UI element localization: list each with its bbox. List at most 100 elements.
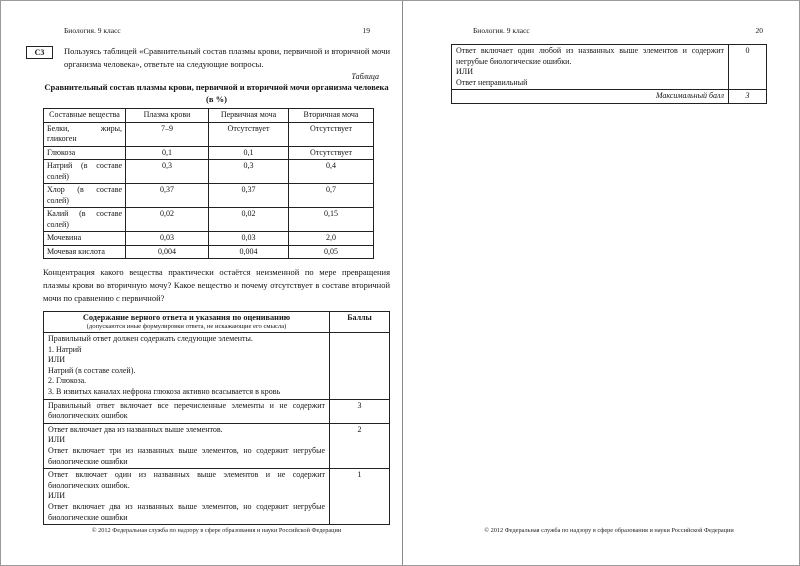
scoring-criteria-paragraph: Ответ включает три из названных выше эле… (48, 445, 325, 466)
table-cell: Отсутствует (288, 121, 374, 147)
table-cell: Мочевая кислота (43, 244, 126, 259)
scoring-criteria-paragraph: Ответ включает два из названных выше эле… (48, 501, 325, 522)
scoring-table-continued: Ответ включает один любой из названных в… (451, 43, 767, 104)
table-cell: 0,1 (125, 145, 209, 160)
page-19-content: Биология. 9 класс 19 С3 Пользуясь таблиц… (26, 26, 390, 526)
criteria-header-title: Содержание верного ответа и указания по … (82, 313, 291, 322)
question-text: Пользуясь таблицей «Сравнительный состав… (64, 46, 390, 69)
scoring-criteria-paragraph: ИЛИ (456, 67, 473, 77)
table-cell: 0,02 (125, 207, 209, 232)
table-title: Сравнительный состав плазмы крови, перви… (44, 82, 389, 104)
table-cell: Калий (в составе солей) (43, 207, 126, 232)
scoring-criteria-paragraph: 3. В извитых каналах нефрона глюкоза акт… (48, 386, 281, 396)
table-cell: 0,004 (208, 244, 289, 259)
table-caption: Таблица (351, 72, 379, 81)
scoring-criteria-paragraph: Ответ включает один из названных выше эл… (48, 470, 325, 490)
table-cell: 0,3 (125, 159, 209, 184)
scoring-row: Ответ включает один из названных выше эл… (43, 468, 390, 526)
page-number: 19 (362, 26, 371, 35)
running-header: Биология. 9 класс 20 (473, 26, 763, 35)
table-row: Калий (в составе солей) 0,02 0,02 0,15 (43, 207, 374, 232)
table-row: Белки, жиры, гликоген 7–9 Отсутствует Отсут… (43, 121, 374, 147)
scoring-criteria-cell: Правильный ответ включает все перечислен… (43, 398, 330, 424)
table-cell: 0,05 (288, 244, 374, 259)
scoring-table-continued-body: Ответ включает один любой из названных в… (451, 43, 767, 91)
criteria-header-cell: Содержание верного ответа и указания по … (43, 311, 330, 333)
table-cell: Белки, жиры, гликоген (43, 121, 126, 147)
table-row: Глюкоза 0,1 0,1 Отсутствует (43, 145, 374, 160)
composition-table-header-row: Составные вещества Плазма крови Первична… (43, 108, 374, 123)
question2-text: Концентрация какого вещества практически… (43, 267, 390, 303)
max-score-body: Максимальный балл 3 (451, 89, 767, 104)
table-cell: 2,0 (288, 231, 374, 246)
max-score-row: Максимальный балл 3 (451, 89, 767, 104)
scoring-points-cell: 3 (329, 398, 390, 424)
scoring-criteria-paragraph: Ответ неправильный (456, 77, 528, 87)
page-19: Биология. 9 класс 19 С3 Пользуясь таблиц… (1, 1, 403, 565)
table-cell: Отсутствует (288, 145, 374, 160)
scoring-criteria-paragraph: Ответ включает один любой из названных в… (456, 46, 724, 66)
scoring-row: Ответ включает один любой из названных в… (451, 43, 767, 91)
scoring-row: Правильный ответ включает все перечислен… (43, 398, 390, 424)
composition-table-body: Белки, жиры, гликоген 7–9 Отсутствует Отсут… (43, 121, 374, 259)
scoring-criteria-paragraph: Ответ включает два из названных выше эле… (48, 424, 223, 434)
table-cell: Отсутствует (208, 121, 289, 147)
scoring-criteria-cell: Ответ включает один из названных выше эл… (43, 468, 330, 526)
scoring-criteria-paragraph: 2. Глюкоза. (48, 376, 87, 386)
scoring-criteria-paragraph: ИЛИ (48, 355, 65, 365)
composition-table: Составные вещества Плазма крови Первична… (43, 108, 374, 259)
table-cell: 0,7 (288, 183, 374, 208)
question-label: С3 (26, 46, 53, 59)
table-cell: 0,02 (208, 207, 289, 232)
scoring-criteria-paragraph: Правильный ответ должен содержать следую… (48, 334, 253, 343)
column-header: Первичная моча (208, 108, 289, 123)
scoring-criteria-paragraph: Натрий (в составе солей). (48, 365, 136, 375)
scoring-criteria-cell: Правильный ответ должен содержать следую… (43, 332, 330, 400)
scoring-criteria-paragraph: 1. Натрий (48, 344, 82, 354)
page-number: 20 (755, 26, 764, 35)
table-cell: 0,37 (208, 183, 289, 208)
running-header-title: Биология. 9 класс (473, 26, 530, 35)
scoring-criteria-cell: Ответ включает один любой из названных в… (451, 43, 729, 91)
scoring-points-cell (329, 332, 390, 400)
table-cell: 0,004 (125, 244, 209, 259)
column-header: Вторичная моча (288, 108, 374, 123)
table-cell: Натрий (в составе солей) (43, 159, 126, 184)
page-footer: © 2012 Федеральная служба по надзору в с… (91, 527, 342, 534)
table-cell: 0,4 (288, 159, 374, 184)
max-score-label: Максимальный балл (451, 89, 729, 104)
running-header: Биология. 9 класс 19 (64, 26, 370, 35)
scoring-table: Содержание верного ответа и указания по … (43, 311, 390, 526)
table-cell: Хлор (в составе солей) (43, 183, 126, 208)
scoring-points-cell: 1 (329, 468, 390, 526)
table-cell: Глюкоза (43, 145, 126, 160)
column-header: Плазма крови (125, 108, 209, 123)
scoring-table-header-row: Содержание верного ответа и указания по … (43, 311, 390, 333)
page-20: Биология. 9 класс 20 Ответ включает один… (403, 1, 800, 565)
table-row: Натрий (в составе солей) 0,3 0,3 0,4 (43, 159, 374, 184)
scoring-points-cell: 0 (728, 43, 767, 91)
table-cell: 0,37 (125, 183, 209, 208)
scoring-table-body: Правильный ответ должен содержать следую… (43, 332, 390, 526)
scoring-criteria-cell: Ответ включает два из названных выше эле… (43, 422, 330, 470)
table-row: Мочевина 0,03 0,03 2,0 (43, 231, 374, 246)
table-cell: 0,1 (208, 145, 289, 160)
score-column-header: Баллы (329, 311, 390, 333)
table-cell: 7–9 (125, 121, 209, 147)
question-section: С3 Пользуясь таблицей «Сравнительный сос… (26, 45, 390, 71)
column-header: Составные вещества (43, 108, 126, 123)
running-header-title: Биология. 9 класс (64, 26, 121, 35)
table-cell: 0,03 (125, 231, 209, 246)
scoring-points-cell: 2 (329, 422, 390, 470)
table-cell: 0,3 (208, 159, 289, 184)
max-score-value: 3 (728, 89, 767, 104)
scoring-row: Ответ включает два из названных выше эле… (43, 422, 390, 470)
table-cell: 0,15 (288, 207, 374, 232)
scoring-criteria-paragraph: ИЛИ (48, 435, 65, 445)
table-cell: Мочевина (43, 231, 126, 246)
scoring-row: Правильный ответ должен содержать следую… (43, 332, 390, 400)
page-footer: © 2012 Федеральная служба по надзору в с… (484, 527, 734, 534)
table-cell: 0,03 (208, 231, 289, 246)
table-row: Мочевая кислота 0,004 0,004 0,05 (43, 244, 374, 259)
